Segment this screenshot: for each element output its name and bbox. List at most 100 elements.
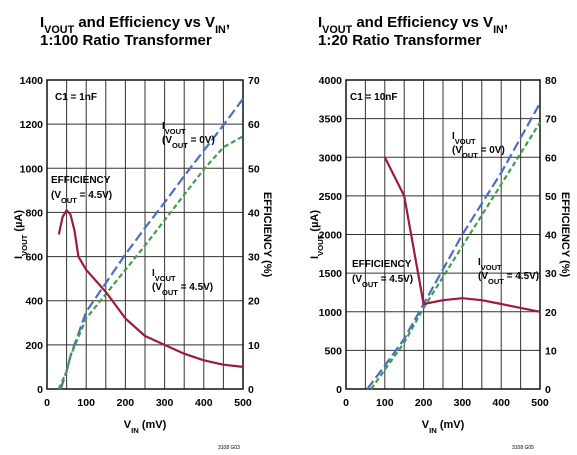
y-right-tick-label: 30 [248, 252, 260, 264]
text-part: (V [478, 271, 488, 282]
subscript: OUT [61, 196, 77, 205]
subscript: VOUT [155, 274, 176, 283]
text-part: I [162, 121, 165, 132]
text-part: and Efficiency vs V [74, 14, 215, 31]
ivout-0v-condition: (VOUT = 0V) [452, 145, 505, 160]
subscript: VOUT [455, 137, 476, 146]
text-part: (V [352, 274, 362, 285]
y-right-tick-label: 30 [545, 268, 557, 280]
efficiency-condition: (VOUT = 4.5V) [51, 190, 112, 205]
y-right-tick-label: 0 [545, 384, 551, 396]
y-left-tick-label: 1000 [20, 163, 44, 175]
subscript: OUT [488, 277, 504, 286]
subscript: IN [429, 426, 437, 435]
text-part: V [422, 419, 430, 431]
subscript: IN [131, 426, 139, 435]
text-part: I [309, 256, 321, 259]
y-left-tick-label: 200 [25, 340, 43, 352]
text-part: V [124, 419, 132, 431]
subscript: OUT [362, 280, 378, 289]
chart-subtitle: 1:100 Ratio Transformer [40, 32, 212, 49]
x-tick-label: 0 [44, 397, 50, 409]
text-part: , [504, 14, 508, 31]
chart-subtitle: 1:20 Ratio Transformer [318, 32, 482, 49]
x-tick-label: 500 [531, 397, 549, 409]
y-left-tick-label: 1000 [319, 307, 343, 319]
subscript: VOUT [44, 24, 74, 36]
y-right-tick-label: 60 [248, 119, 260, 131]
text-part: (V [452, 145, 462, 156]
y-right-axis-label: EFFICIENCY (%) [261, 192, 273, 278]
subscript: OUT [162, 288, 178, 297]
text-part: I [318, 14, 322, 31]
x-tick-label: 300 [156, 397, 174, 409]
y-left-tick-label: 2000 [319, 230, 343, 242]
x-tick-label: 100 [376, 397, 394, 409]
subscript: VOUT [481, 263, 502, 272]
y-left-tick-label: 3000 [319, 152, 343, 164]
x-tick-label: 400 [195, 397, 213, 409]
text-part: (µA) [309, 210, 321, 235]
subscript: OUT [462, 151, 478, 160]
chart-panel-1: IVOUT and Efficiency vs VIN,1:100 Ratio … [13, 14, 273, 451]
series-line-ivout-45v [57, 135, 244, 390]
plot-frame [46, 79, 244, 390]
subscript: OUT [172, 141, 188, 150]
text-part: I [452, 131, 455, 142]
y-left-tick-label: 0 [336, 384, 342, 396]
text-part: = 4.5V) [77, 190, 112, 201]
x-tick-label: 100 [77, 397, 95, 409]
chart-title: IVOUT and Efficiency vs VIN, [318, 14, 508, 36]
ivout-45v-condition: (VOUT = 4.5V) [478, 271, 539, 286]
y-left-tick-label: 800 [25, 207, 43, 219]
x-tick-label: 200 [415, 397, 433, 409]
capacitor-note: C1 = 1nF [55, 92, 97, 103]
y-left-tick-label: 3500 [319, 114, 343, 126]
y-right-tick-label: 0 [248, 384, 254, 396]
text-part: = 4.5V) [178, 282, 213, 293]
y-right-tick-label: 50 [545, 191, 557, 203]
text-part: , [226, 14, 230, 31]
subscript: VOUT [165, 127, 186, 136]
ivout-0v-label: IVOUT [162, 121, 186, 136]
text-part: = 0V) [188, 135, 215, 146]
ivout-45v-condition: (VOUT = 4.5V) [152, 282, 213, 297]
efficiency-label: EFFICIENCY [51, 175, 111, 186]
x-tick-label: 400 [492, 397, 510, 409]
text-part: I [478, 257, 481, 268]
ivout-0v-condition: (VOUT = 0V) [162, 135, 215, 150]
text-part: (V [51, 190, 61, 201]
y-right-axis-label: EFFICIENCY (%) [559, 192, 571, 278]
capacitor-note: C1 = 10nF [350, 92, 398, 103]
text-part: (mV) [437, 419, 465, 431]
y-right-tick-label: 20 [545, 307, 557, 319]
series-line-ivout-45v [370, 121, 541, 390]
series-line-ivout-0v [59, 98, 244, 390]
y-left-tick-label: 1400 [20, 75, 44, 87]
figure-code: 3108 G03 [218, 445, 240, 451]
y-left-tick-label: 500 [324, 345, 342, 357]
ivout-0v-label: IVOUT [452, 131, 476, 146]
chart-title: IVOUT and Efficiency vs VIN, [40, 14, 230, 36]
subscript: VOUT [316, 234, 325, 256]
y-left-tick-label: 4000 [319, 75, 343, 87]
x-tick-label: 500 [234, 397, 252, 409]
efficiency-label: EFFICIENCY [352, 259, 412, 270]
subscript: IN [493, 24, 504, 36]
y-left-axis-label: IVOUT (µA) [13, 210, 29, 259]
y-right-tick-label: 50 [248, 163, 260, 175]
y-right-tick-label: 60 [545, 152, 557, 164]
y-left-tick-label: 400 [25, 296, 43, 308]
text-part: I [13, 256, 25, 259]
subscript: VOUT [322, 24, 352, 36]
y-left-tick-label: 1200 [20, 119, 44, 131]
x-tick-label: 0 [343, 397, 349, 409]
y-right-tick-label: 20 [248, 296, 260, 308]
text-part: = 4.5V) [504, 271, 539, 282]
series-line-efficiency [383, 156, 541, 313]
y-left-axis-label: IVOUT (µA) [309, 210, 325, 259]
text-part: (V [162, 135, 172, 146]
figure-code: 3108 G05 [512, 445, 534, 451]
y-right-tick-label: 10 [545, 345, 557, 357]
